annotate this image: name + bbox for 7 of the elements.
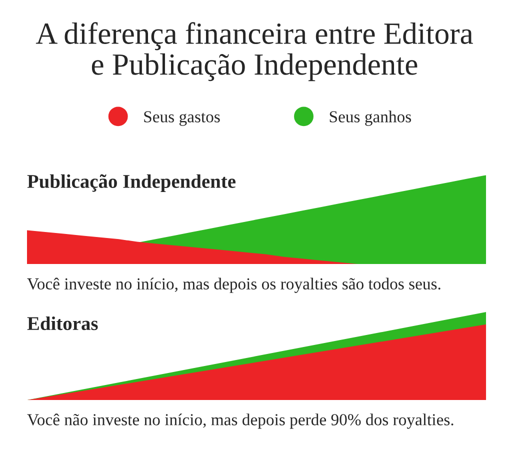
chart-subtitle: Publicação Independente: [27, 174, 236, 192]
text: Você investe no início, mas depois os royalties são todos seus.: [27, 278, 440, 293]
legend-label: Seus gastos: [144, 111, 220, 126]
legend-label: Seus ganhos: [330, 110, 412, 126]
chart-title: A diferença financeira entre Editora e Publicação Independente: [36, 22, 473, 82]
chart-title: Editoras: [27, 316, 98, 330]
text: Você não investe no início, mas depois perde 90% dos royalties.: [27, 414, 454, 429]
